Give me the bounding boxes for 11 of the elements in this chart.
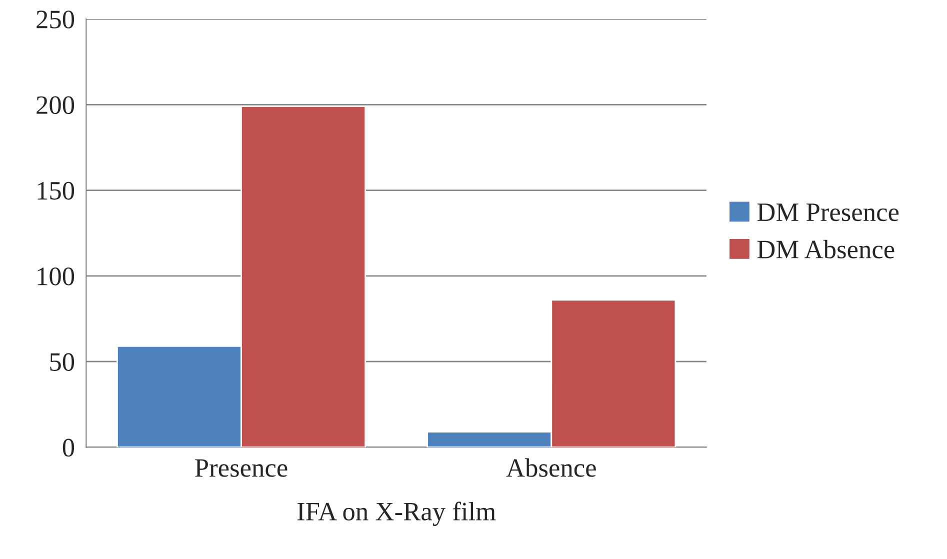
legend-label: DM Absence — [757, 240, 894, 258]
y-tick-label: 50 — [50, 353, 74, 371]
y-tick-label: 200 — [36, 96, 74, 114]
x-tick-label: Presence — [195, 459, 288, 477]
legend-label: DM Presence — [757, 204, 899, 222]
y-tick-label: 100 — [38, 268, 74, 286]
x-tick-label: Absence — [506, 458, 596, 477]
y-tick-label: 250 — [36, 10, 74, 28]
x-axis-title: IFA on X-Ray film — [297, 502, 496, 526]
y-tick-label: 150 — [38, 182, 74, 200]
y-tick-label: 0 — [62, 438, 74, 457]
